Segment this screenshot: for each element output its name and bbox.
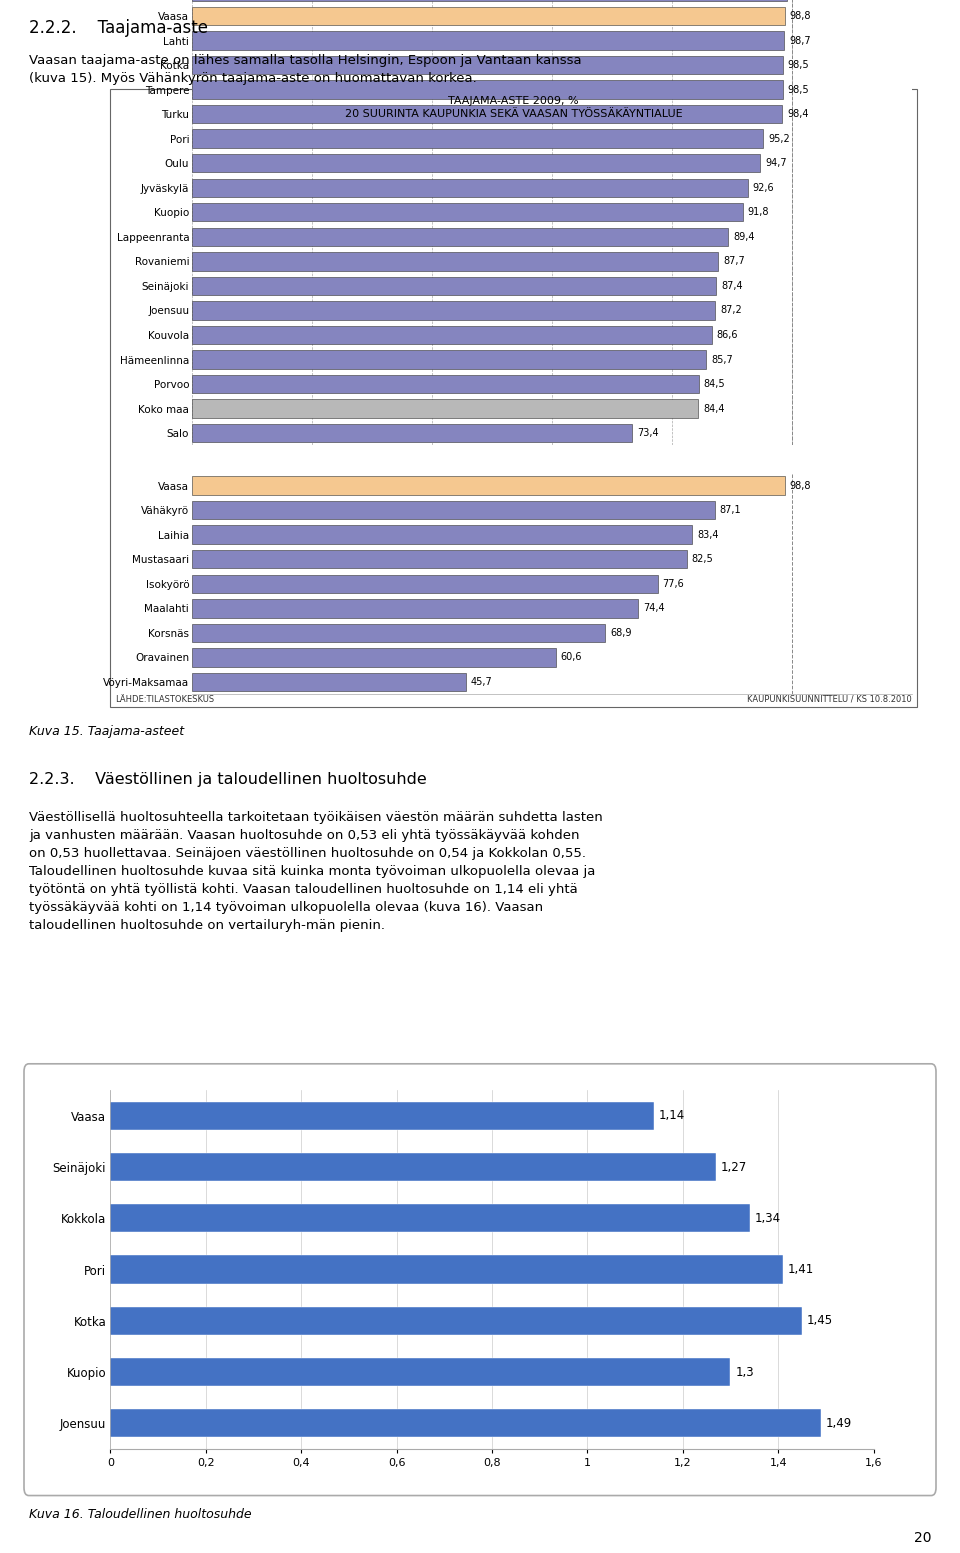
Text: 95,2: 95,2 — [768, 134, 790, 144]
Bar — [192, 276, 716, 295]
Text: 98,5: 98,5 — [788, 84, 809, 95]
Bar — [192, 56, 783, 75]
Text: Kuva 15. Taajama-asteet: Kuva 15. Taajama-asteet — [29, 725, 184, 738]
Bar — [192, 399, 699, 418]
Bar — [192, 599, 638, 618]
Bar — [192, 301, 715, 320]
Text: 74,4: 74,4 — [643, 603, 665, 613]
Text: 87,4: 87,4 — [721, 281, 743, 290]
Bar — [110, 1204, 750, 1233]
Bar — [110, 1306, 802, 1336]
Bar — [192, 179, 748, 197]
Text: 82,5: 82,5 — [692, 554, 713, 564]
Bar — [192, 6, 784, 25]
Text: 1,34: 1,34 — [755, 1211, 780, 1225]
Text: 94,7: 94,7 — [765, 158, 786, 168]
Text: 2.2.3.    Väestöllinen ja taloudellinen huoltosuhde: 2.2.3. Väestöllinen ja taloudellinen huo… — [29, 772, 426, 787]
Text: 87,2: 87,2 — [720, 306, 742, 315]
Bar — [192, 203, 743, 222]
Text: 92,6: 92,6 — [753, 183, 774, 193]
Text: 60,6: 60,6 — [561, 652, 582, 663]
Bar — [192, 575, 658, 593]
Bar — [192, 550, 687, 568]
Text: Kuva 16. Taloudellinen huoltosuhde: Kuva 16. Taloudellinen huoltosuhde — [29, 1508, 252, 1520]
Text: KAUPUNKISUUNNITTELU / KS 10.8.2010: KAUPUNKISUUNNITTELU / KS 10.8.2010 — [747, 694, 912, 704]
Text: 98,5: 98,5 — [788, 61, 809, 70]
Bar — [192, 648, 556, 666]
Bar — [110, 1152, 716, 1182]
Text: 84,5: 84,5 — [704, 379, 726, 390]
Bar — [192, 502, 714, 519]
Bar — [192, 424, 633, 443]
Bar — [192, 672, 467, 691]
Text: 83,4: 83,4 — [697, 530, 719, 540]
Text: LÄHDE:TILASTOKESKUS: LÄHDE:TILASTOKESKUS — [115, 694, 214, 704]
Text: 1,45: 1,45 — [806, 1314, 833, 1328]
Bar — [110, 1409, 821, 1438]
Bar — [110, 1101, 654, 1131]
Bar — [110, 1357, 731, 1387]
Text: 89,4: 89,4 — [733, 231, 755, 242]
Bar — [192, 477, 784, 495]
Text: 68,9: 68,9 — [611, 627, 632, 638]
Text: 1,27: 1,27 — [721, 1160, 747, 1174]
Bar — [192, 31, 784, 50]
Text: 87,7: 87,7 — [723, 256, 745, 267]
Text: 20: 20 — [914, 1531, 931, 1545]
Bar — [192, 81, 783, 99]
Bar — [192, 351, 707, 368]
Text: 85,7: 85,7 — [711, 354, 732, 365]
Text: 1,3: 1,3 — [735, 1365, 754, 1379]
Bar — [192, 525, 692, 544]
Bar — [192, 106, 782, 123]
Bar — [192, 326, 711, 345]
Text: 1,41: 1,41 — [788, 1263, 814, 1277]
Text: 1,49: 1,49 — [826, 1416, 852, 1430]
Text: 91,8: 91,8 — [748, 207, 769, 217]
Text: 77,6: 77,6 — [662, 579, 684, 589]
Bar — [192, 374, 699, 393]
Text: 86,6: 86,6 — [716, 329, 738, 340]
Text: Väestöllisellä huoltosuhteella tarkoitetaan työikäisen väestön määrän suhdetta l: Väestöllisellä huoltosuhteella tarkoitet… — [29, 811, 603, 932]
Text: 2.2.2.    Taajama-aste: 2.2.2. Taajama-aste — [29, 19, 207, 37]
Bar — [192, 154, 760, 172]
Text: 1,14: 1,14 — [659, 1109, 685, 1123]
Bar — [110, 1255, 783, 1284]
Bar — [192, 129, 763, 148]
Text: TAAJAMA-ASTE 2009, %
20 SUURINTA KAUPUNKIA SEKÄ VAASAN TYÖSSÄKÄYNTIALUE: TAAJAMA-ASTE 2009, % 20 SUURINTA KAUPUNK… — [345, 96, 683, 120]
Text: 98,4: 98,4 — [787, 109, 808, 120]
Bar — [192, 228, 729, 245]
Text: 87,1: 87,1 — [719, 505, 741, 516]
Text: Vaasan taajama-aste on lähes samalla tasolla Helsingin, Espoon ja Vantaan kanssa: Vaasan taajama-aste on lähes samalla tas… — [29, 54, 582, 85]
Text: 98,8: 98,8 — [789, 11, 811, 22]
Text: 84,4: 84,4 — [703, 404, 725, 413]
Text: 73,4: 73,4 — [637, 429, 659, 438]
Bar — [192, 624, 606, 641]
Text: 45,7: 45,7 — [471, 677, 492, 686]
Bar — [192, 252, 718, 270]
Text: 98,7: 98,7 — [789, 36, 810, 45]
Text: 98,8: 98,8 — [789, 480, 811, 491]
